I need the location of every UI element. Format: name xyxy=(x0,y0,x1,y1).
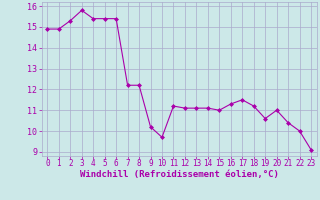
X-axis label: Windchill (Refroidissement éolien,°C): Windchill (Refroidissement éolien,°C) xyxy=(80,170,279,179)
